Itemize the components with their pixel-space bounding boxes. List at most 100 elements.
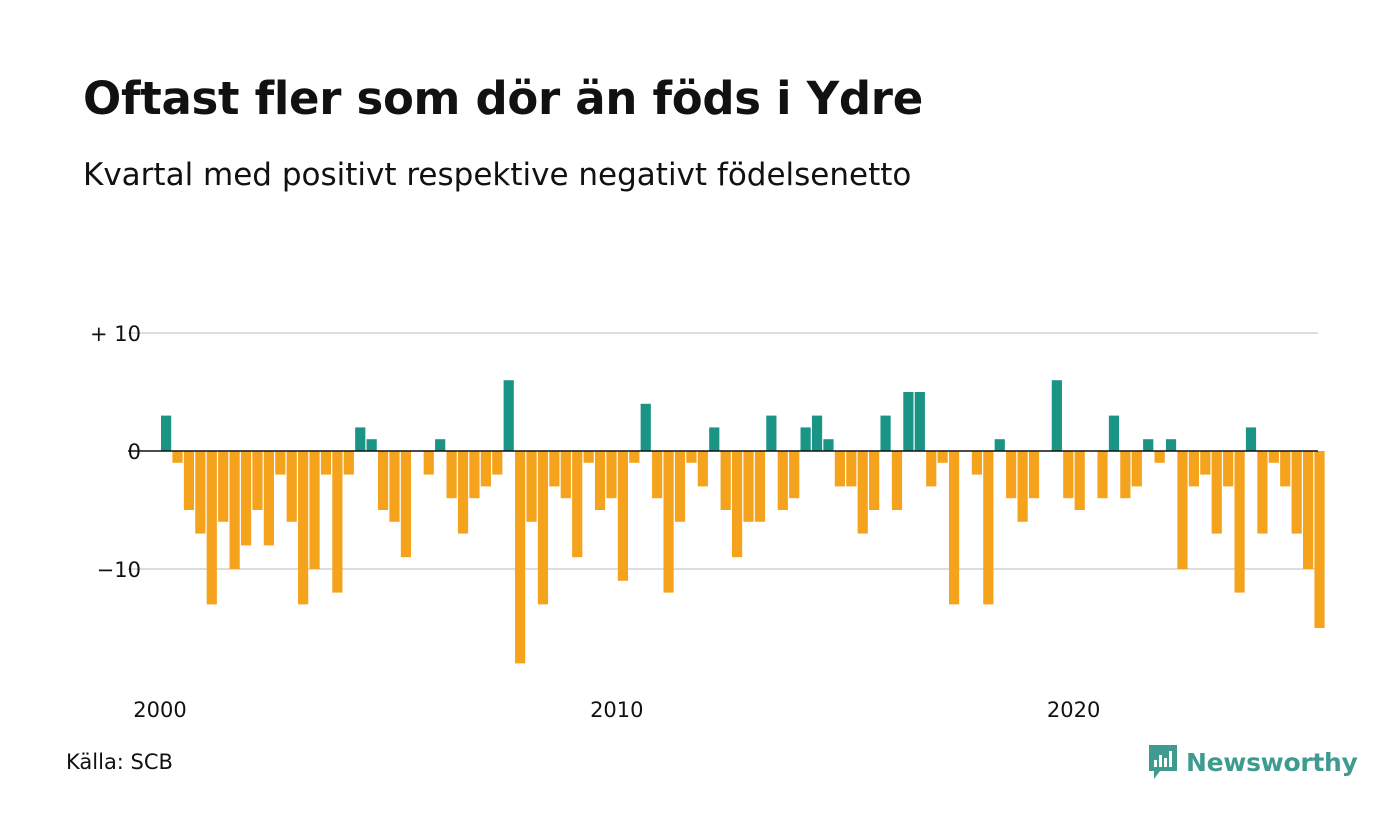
bar-positive	[366, 439, 377, 451]
bar-negative	[1223, 451, 1234, 487]
bar-positive	[811, 415, 823, 451]
x-tick-label: 2000	[133, 698, 186, 722]
bar-negative	[1097, 451, 1108, 499]
bar-negative	[1177, 451, 1188, 569]
bar-negative	[572, 451, 583, 558]
bar-negative	[617, 451, 628, 581]
bar-negative	[1074, 451, 1085, 510]
bar-negative	[1257, 451, 1268, 534]
bar-positive	[435, 439, 446, 451]
chart-subtitle: Kvartal med positivt respektive negativt…	[83, 157, 912, 193]
bar-negative	[1291, 451, 1302, 534]
source-note: Källa: SCB	[66, 750, 173, 774]
axes: + 10 0 −10 2000 2010 2020	[90, 322, 1318, 722]
bar-positive	[1165, 439, 1177, 451]
y-tick-label: 0	[128, 440, 141, 464]
bar-negative	[1028, 451, 1040, 499]
bar-negative	[1234, 451, 1245, 593]
bar-negative	[549, 451, 560, 487]
bar-positive	[914, 392, 925, 451]
bar-negative	[275, 451, 286, 475]
brand-logo[interactable]: Newsworthy	[1148, 744, 1358, 780]
bar-negative	[857, 451, 868, 534]
bar-negative	[480, 451, 491, 487]
bar-negative	[183, 451, 195, 510]
bar-positive	[1245, 427, 1257, 451]
bar-negative	[1154, 451, 1165, 463]
bar-positive	[640, 403, 651, 451]
bar-negative	[1211, 451, 1222, 534]
bar-positive	[823, 439, 834, 451]
bar-negative	[629, 451, 640, 463]
bar-negative	[560, 451, 571, 499]
bar-negative	[400, 451, 412, 558]
bar-negative	[720, 451, 731, 510]
x-tick-label: 2020	[1047, 698, 1100, 722]
chart-title: Oftast fler som dör än föds i Ydre	[83, 72, 923, 125]
bar-positive	[1051, 380, 1062, 451]
bar-negative	[948, 451, 960, 605]
bar-negative	[652, 451, 663, 499]
bar-negative	[469, 451, 480, 499]
bar-negative	[594, 451, 606, 510]
brand-name: Newsworthy	[1186, 747, 1358, 777]
bar-negative	[515, 451, 526, 664]
bar-positive	[903, 392, 914, 451]
bar-negative	[492, 451, 503, 475]
bar-negative	[526, 451, 537, 522]
bar-negative	[789, 451, 800, 499]
bar-positive	[766, 415, 777, 451]
bar-negative	[343, 451, 354, 475]
bar-negative	[1280, 451, 1291, 487]
bar-negative	[971, 451, 983, 475]
bars	[161, 380, 1325, 664]
bar-negative	[891, 451, 903, 510]
bar-negative	[263, 451, 274, 546]
bar-negative	[229, 451, 240, 569]
bar-positive	[994, 439, 1005, 451]
y-tick-label: + 10	[90, 322, 141, 346]
bar-negative	[777, 451, 788, 510]
bar-negative	[983, 451, 994, 605]
bar-negative	[298, 451, 309, 605]
bar-negative	[834, 451, 845, 487]
bar-negative	[1200, 451, 1211, 475]
bar-negative	[206, 451, 217, 605]
bar-negative	[286, 451, 297, 522]
bar-negative	[446, 451, 457, 499]
bar-positive	[800, 427, 811, 451]
bar-negative	[869, 451, 880, 510]
bar-negative	[1017, 451, 1028, 522]
bar-negative	[732, 451, 743, 558]
bar-positive	[1108, 415, 1120, 451]
bar-negative	[1063, 451, 1074, 499]
bar-negative	[389, 451, 400, 522]
bar-negative	[1131, 451, 1142, 487]
y-tick-label: −10	[97, 558, 141, 582]
x-tick-label: 2010	[590, 698, 643, 722]
bar-negative	[937, 451, 948, 463]
bar-negative	[926, 451, 937, 487]
bar-negative	[537, 451, 549, 605]
bar-negative	[320, 451, 332, 475]
bar-negative	[1314, 451, 1325, 628]
bar-negative	[457, 451, 469, 534]
bar-negative	[1303, 451, 1314, 569]
bar-negative	[1006, 451, 1017, 499]
bar-negative	[1188, 451, 1199, 487]
bar-negative	[423, 451, 434, 475]
bar-negative	[754, 451, 766, 522]
bar-negative	[846, 451, 857, 487]
bar-negative	[606, 451, 617, 499]
bar-negative	[743, 451, 754, 522]
bar-positive	[503, 380, 514, 451]
bar-negative	[686, 451, 697, 463]
bar-negative	[240, 451, 252, 546]
bar-negative	[1120, 451, 1131, 499]
bar-positive	[161, 415, 172, 451]
bar-negative	[195, 451, 206, 534]
bar-positive	[709, 427, 720, 451]
bar-chart: + 10 0 −10 2000 2010 2020	[90, 322, 1325, 722]
bar-negative	[697, 451, 708, 487]
bar-negative	[674, 451, 686, 522]
